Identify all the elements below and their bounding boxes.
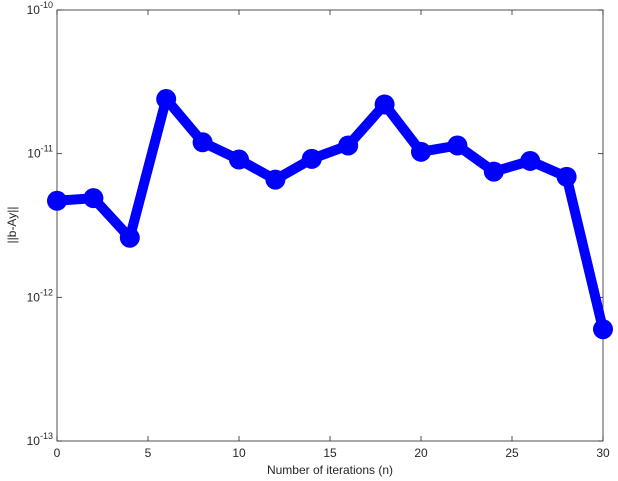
data-point — [301, 148, 322, 169]
x-tick-label: 25 — [505, 446, 519, 460]
data-point — [83, 188, 104, 209]
x-axis-label: Number of iterations (n) — [267, 463, 393, 477]
x-tick-label: 15 — [323, 446, 337, 460]
data-point — [192, 132, 213, 153]
plot-box — [56, 9, 604, 442]
y-tick-label: 10-11 — [27, 144, 53, 161]
data-point — [447, 135, 468, 156]
data-point — [156, 89, 177, 110]
data-point — [229, 149, 249, 170]
y-tick-label: 10-12 — [27, 287, 53, 304]
x-tick-label: 0 — [54, 446, 61, 460]
data-point — [593, 319, 613, 340]
y-tick-label: 10-10 — [27, 0, 53, 17]
x-tick-label: 20 — [414, 446, 428, 460]
y-axis-label: ||b-Ay|| — [5, 207, 19, 244]
data-point — [556, 166, 577, 187]
x-tick-label: 10 — [232, 446, 246, 460]
x-tick-label: 5 — [145, 446, 152, 460]
data-point — [411, 141, 431, 162]
data-line — [56, 94, 608, 331]
data-point — [520, 150, 541, 171]
data-point — [47, 190, 67, 211]
data-point — [374, 94, 395, 115]
data-point — [119, 227, 140, 248]
data-point — [338, 135, 359, 156]
x-tick-label: 30 — [596, 446, 610, 460]
data-point — [483, 161, 504, 182]
data-point — [265, 169, 286, 190]
y-tick-label: 10-13 — [27, 431, 53, 448]
